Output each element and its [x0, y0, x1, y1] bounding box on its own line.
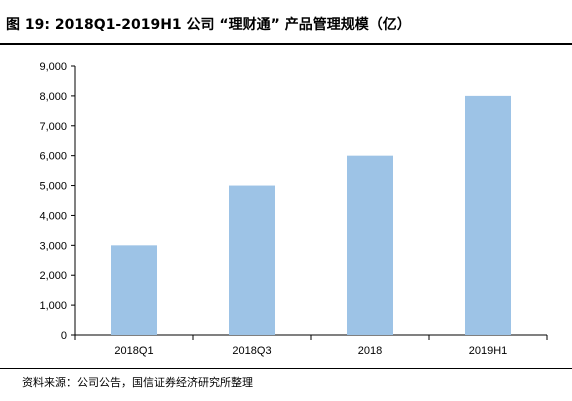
bars — [111, 95, 511, 335]
x-tick-label: 2018 — [358, 345, 382, 357]
x-axis: 2018Q1 2018Q3 2018 2019H1 — [74, 334, 548, 357]
bar-2018 — [347, 155, 393, 335]
y-tick-label: 0 — [61, 330, 67, 342]
chart-area: 0 1,000 2,000 3,000 4,000 5,000 6,000 7,000 8,00… — [0, 45, 572, 365]
y-tick-label: 1,000 — [39, 300, 67, 312]
y-tick-label: 4,000 — [39, 210, 67, 222]
y-tick-label: 9,000 — [39, 61, 67, 73]
y-tick-label: 6,000 — [39, 151, 67, 163]
y-tick-label: 2,000 — [39, 270, 67, 282]
source-note: 资料来源：公司公告，国信证券经济研究所整理 — [22, 376, 253, 389]
bar-chart: 0 1,000 2,000 3,000 4,000 5,000 6,000 7,000 8,00… — [39, 61, 548, 357]
y-tick-label: 3,000 — [39, 240, 67, 252]
bar-2018Q3 — [229, 185, 275, 335]
bar-2019H1 — [465, 95, 511, 335]
figure-title-bar: 图 19: 2018Q1-2019H1 公司 “理财通” 产品管理规模（亿） — [0, 0, 572, 45]
x-tick-label: 2018Q3 — [232, 345, 271, 357]
source-divider — [0, 368, 572, 369]
x-tick-label: 2018Q1 — [114, 345, 153, 357]
bar-2018Q1 — [111, 245, 157, 335]
figure-title: 图 19: 2018Q1-2019H1 公司 “理财通” 产品管理规模（亿） — [6, 17, 411, 33]
title-divider — [0, 43, 572, 45]
y-tick-label: 8,000 — [39, 91, 67, 103]
x-tick-label: 2019H1 — [469, 345, 508, 357]
y-axis: 0 1,000 2,000 3,000 4,000 5,000 6,000 7,000 8,00… — [39, 61, 76, 342]
y-tick-label: 7,000 — [39, 121, 67, 133]
y-tick-label: 5,000 — [39, 181, 67, 193]
